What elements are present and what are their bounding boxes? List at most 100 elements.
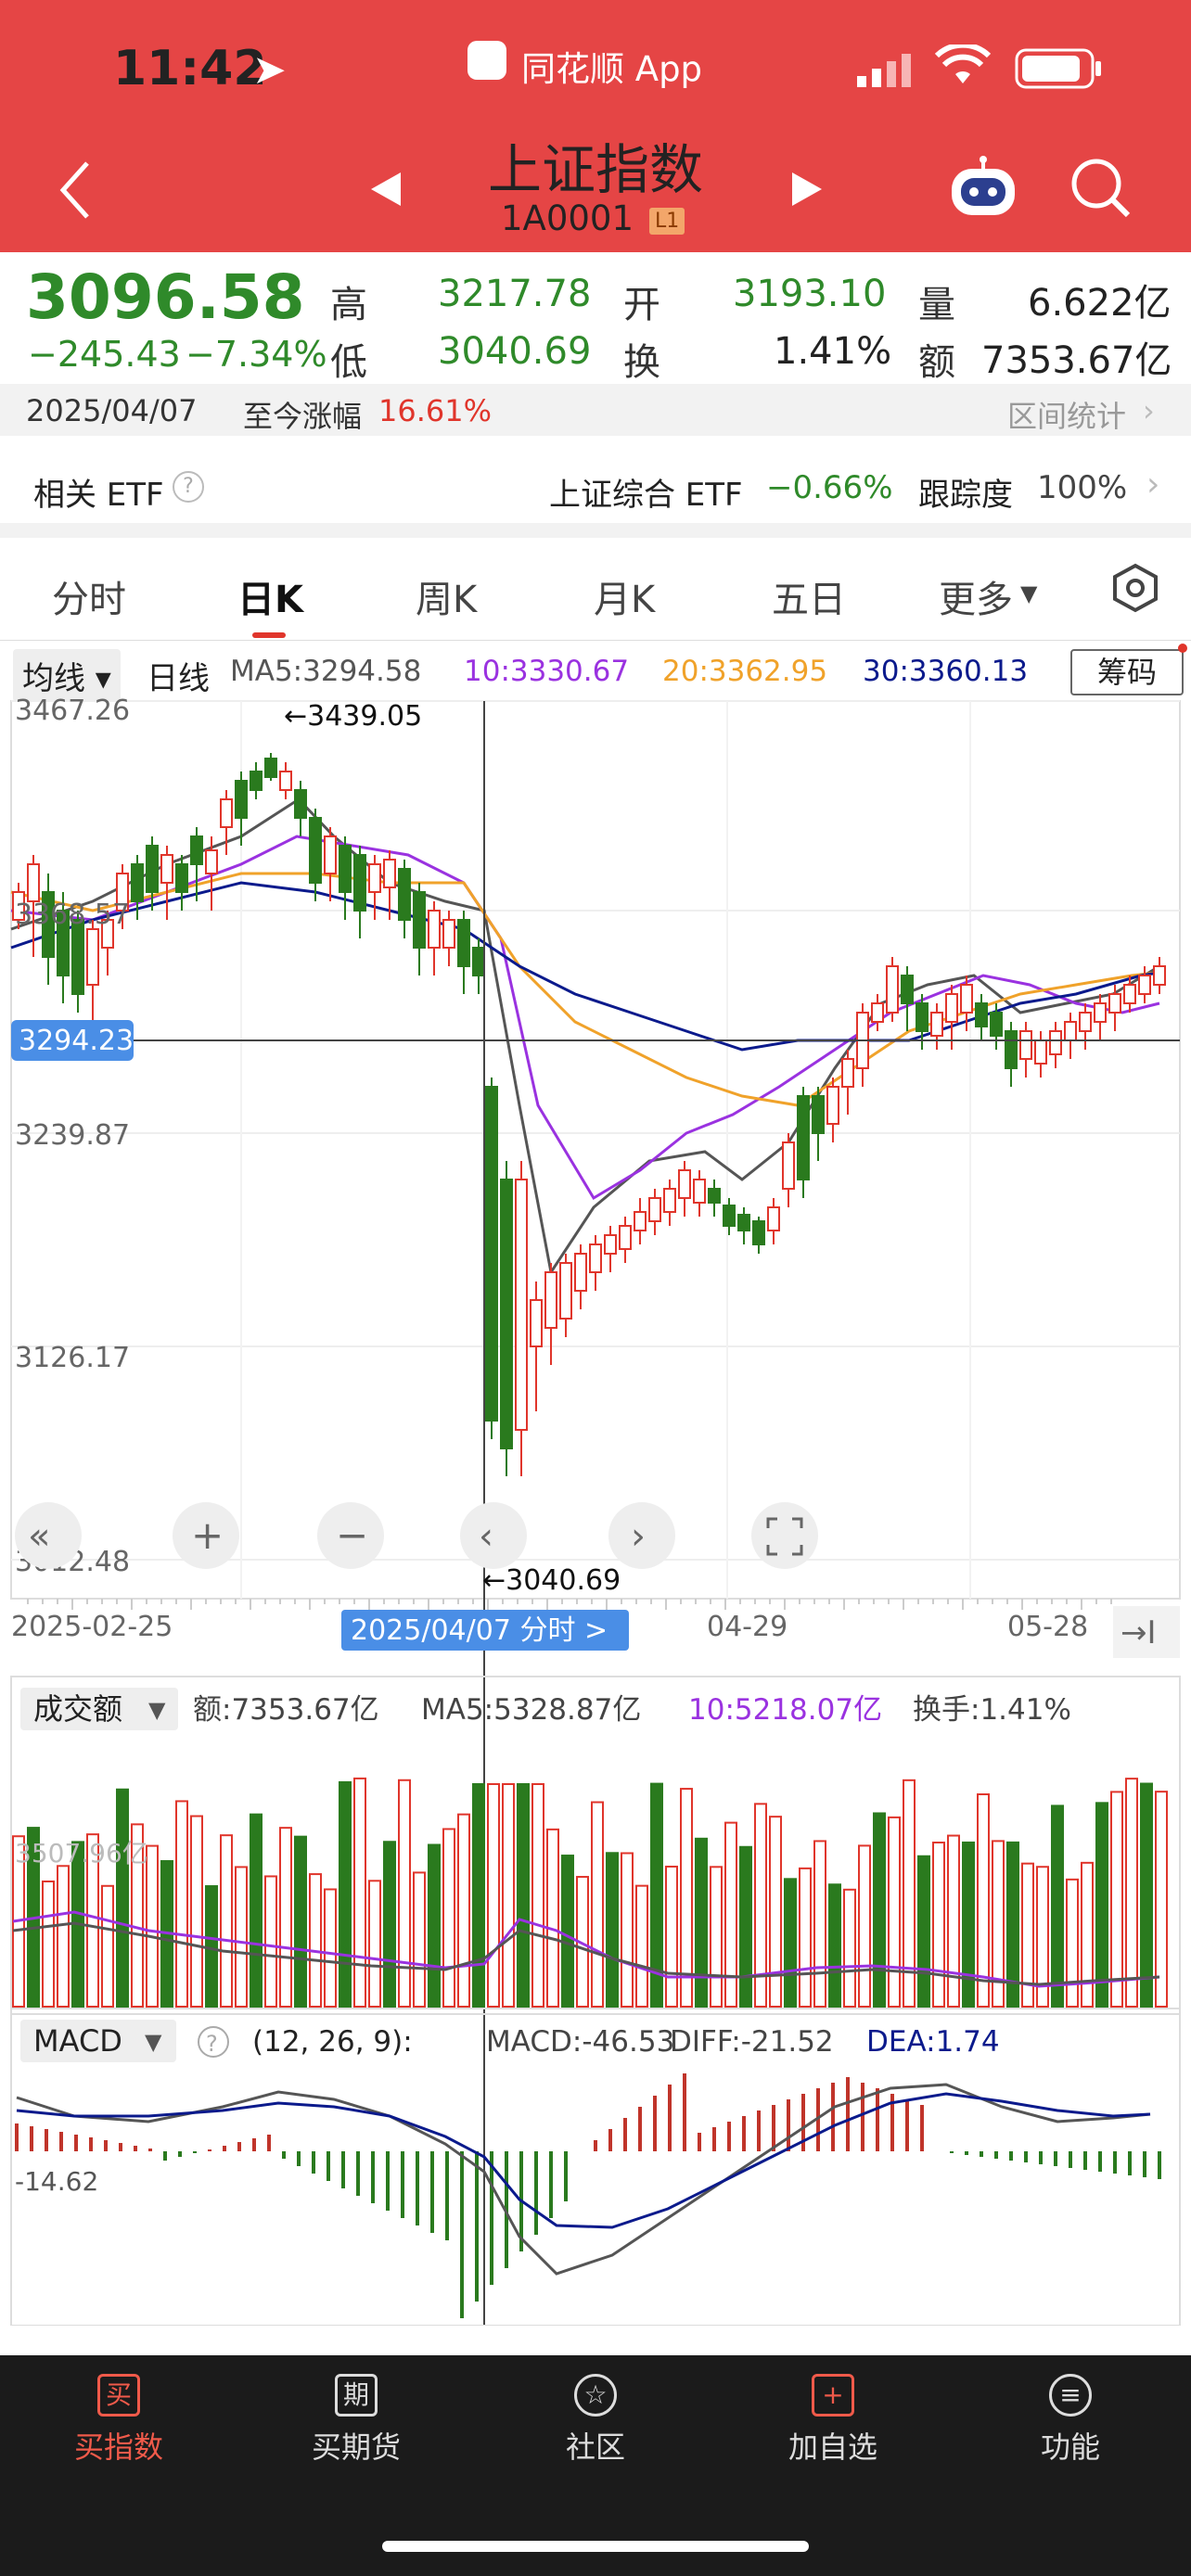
volume-bar [57,1865,70,2008]
robot-assistant-icon[interactable] [948,156,1018,224]
tracking-label: 跟踪度 [918,477,1013,514]
candlesticks [12,753,1166,1476]
etf-name[interactable]: 上证综合 ETF [549,477,743,514]
turnover-rate: 换手:1.41% [913,1693,1071,1727]
volume-bar [101,1884,114,2009]
candle-body [457,919,470,967]
volume-bar [250,1813,263,2008]
candle-body [1005,1030,1018,1069]
candle-body [235,780,248,819]
tab-monthly-k[interactable]: 月K [594,579,656,621]
tab-daily-k[interactable]: 日K [237,579,303,621]
candle-body [767,1206,780,1231]
scroll-left-fast-button[interactable]: « [15,1502,82,1569]
candle-body [1079,1012,1092,1032]
zoom-out-button[interactable]: − [317,1502,384,1569]
search-icon[interactable] [1069,156,1133,224]
range-stats-link[interactable]: 区间统计 [1007,399,1127,434]
crosshair-price-tag [11,1020,134,1061]
app-name: 同花顺 App [521,49,703,89]
fullscreen-button[interactable] [751,1502,818,1569]
volume-bar [621,1852,634,2009]
svg-text:+: + [191,1512,224,1558]
chevron-right-icon: › [1143,393,1155,428]
volume-bar [531,1783,544,2008]
scroll-right-button[interactable]: › [608,1502,675,1569]
ma20-value: 20:3362.95 [662,655,828,688]
tab-indicator [252,632,286,638]
volume-bar [383,1841,396,2008]
volume-bar [487,1783,500,2008]
scroll-left-button[interactable]: ‹ [460,1502,527,1569]
candle-body [71,919,84,995]
macd-selector[interactable] [20,2020,176,2062]
volume-bars [12,1777,1168,2009]
settings-hex-icon[interactable] [1109,562,1161,618]
volume-bar [116,1788,129,2009]
jump-latest-button[interactable]: →I [1113,1606,1180,1658]
volume-ma5: MA5:5328.87亿 [421,1693,641,1727]
candle-body [12,891,25,921]
candle-body [708,1188,721,1204]
candle-body [220,798,233,828]
volume-bar [962,1841,975,2009]
tab-weekly-k[interactable]: 周K [416,579,478,621]
etf-change: −0.66% [766,469,893,506]
tab-intraday[interactable]: 分时 [52,579,126,621]
candle-body [663,1188,676,1213]
tab-more[interactable]: 更多 [939,579,1013,621]
volume-bar [546,1828,559,2009]
chip-distribution-button[interactable]: 筹码 [1070,649,1184,695]
volume-bar [324,1888,337,2008]
help-icon[interactable]: ? [173,471,204,503]
nav-community[interactable]: ☆ 社区 [531,2374,660,2467]
next-stock-icon[interactable] [792,172,822,206]
candle-body [841,1058,854,1088]
cursor-date: 2025/04/07 分时 > [351,1614,608,1647]
volume-bar [428,1843,441,2009]
ma10-value: 10:3330.67 [464,655,630,688]
current-price: 3096.58 [26,261,305,333]
back-icon[interactable] [56,158,93,226]
tab-five-day[interactable]: 五日 [772,579,846,621]
candle-body [398,868,411,921]
volume-bar [294,1835,307,2008]
signal-icon [857,52,913,93]
zoom-in-button[interactable]: + [173,1502,239,1569]
candle-body [589,1243,602,1273]
volume-bar [368,1880,381,2008]
help-icon[interactable] [198,2026,229,2058]
volume-selector[interactable] [20,1688,178,1730]
location-icon: ➤ [252,46,287,94]
nav-buy-futures[interactable]: 期买期货 [291,2374,421,2467]
nav-add-watchlist[interactable]: + 加自选 [768,2374,898,2467]
dea-line [16,2092,1151,2229]
macd-y-label: -14.62 [15,2166,98,2197]
prev-stock-icon[interactable] [371,172,401,206]
volume-bar [1110,1791,1123,2009]
price-change: −245.43 [28,334,181,375]
help-icon-glyph: ? [206,2031,218,2057]
volume-bar [992,1840,1005,2009]
candle-body [131,863,144,902]
ma-lines [10,797,1166,1276]
candle-body [442,919,455,949]
cursor-date-tag[interactable] [341,1610,629,1651]
ma30-value: 30:3360.13 [863,655,1029,688]
volume-bar [1125,1778,1138,2008]
nav-buy-index[interactable]: 买买指数 [54,2374,184,2467]
candle-body [500,1179,513,1449]
candle-body [250,771,263,791]
etf-label: 相关 ETF [33,477,164,514]
nav-functions[interactable]: ≡ 功能 [1005,2374,1135,2467]
candle-body [1049,1030,1062,1055]
ma-selector[interactable]: 均线 ▾ [13,649,121,702]
x-axis-ticks [27,1599,1112,1610]
volume-bar [888,1816,901,2009]
volume-bar [665,1865,678,2009]
volume-bar [739,1845,752,2008]
page-title: 上证指数 [487,138,703,201]
volume-amount: 额:7353.67亿 [193,1693,379,1727]
